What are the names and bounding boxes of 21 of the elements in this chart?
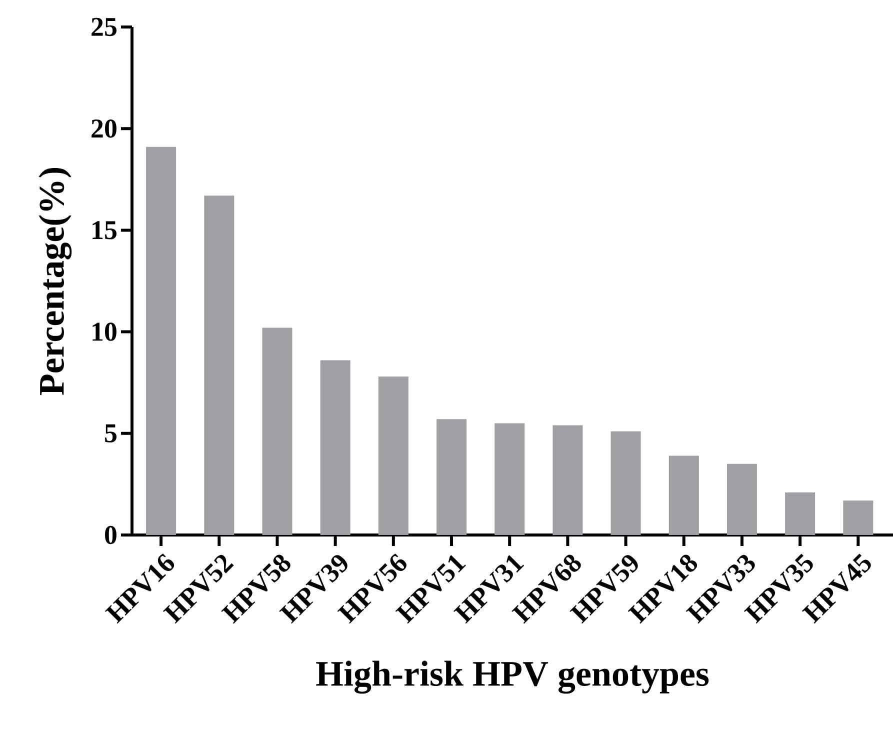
- y-tick-label: 0: [105, 526, 116, 544]
- bar: [726, 464, 757, 535]
- y-tick-label: 25: [92, 18, 116, 36]
- y-tick-label: 10: [92, 322, 116, 341]
- x-axis-title: High-risk HPV genotypes: [316, 660, 709, 694]
- y-tick-label: 15: [92, 221, 116, 240]
- y-axis-title: Percentage(%): [38, 168, 72, 395]
- bar: [378, 376, 408, 535]
- bar: [494, 423, 525, 535]
- bar: [262, 328, 292, 535]
- bar: [668, 456, 699, 535]
- bar: [146, 146, 176, 535]
- y-tick-label: 20: [92, 119, 116, 138]
- bar: [610, 431, 641, 535]
- y-tick-label: 5: [105, 424, 116, 442]
- bar: [843, 500, 874, 535]
- bar: [320, 360, 350, 535]
- bar: [785, 492, 816, 535]
- bar: [552, 425, 583, 535]
- bar: [436, 419, 467, 535]
- bar: [204, 196, 234, 535]
